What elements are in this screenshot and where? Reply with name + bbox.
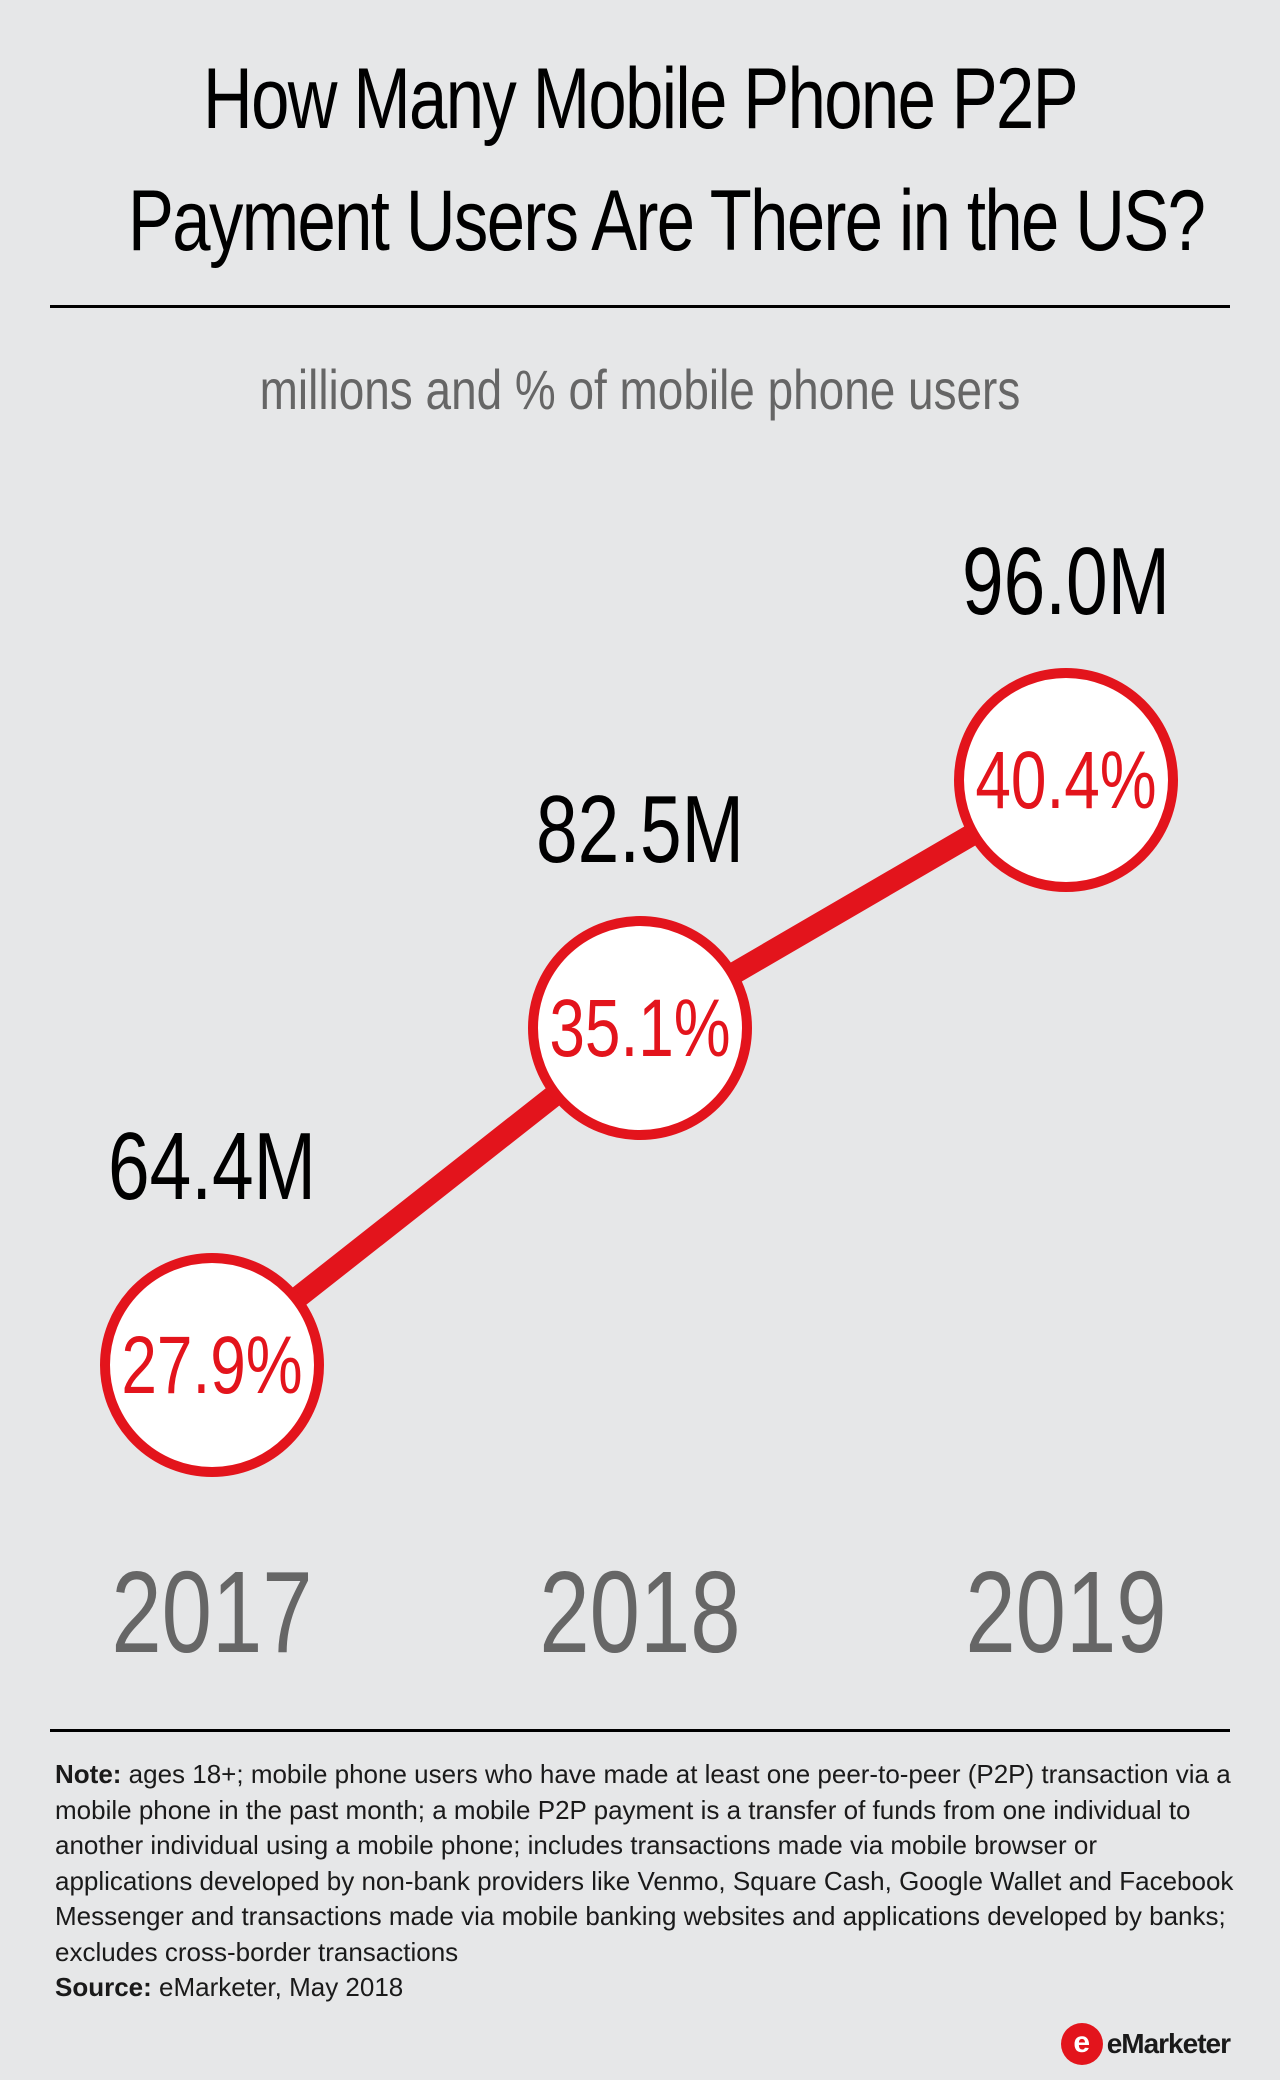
- note-divider: [50, 1729, 1230, 1732]
- data-point-2017: [100, 1253, 324, 1477]
- pct-label-2018: 35.1%: [549, 981, 730, 1074]
- source-text: eMarketer, May 2018: [151, 1972, 404, 2002]
- chart-title-line-2: Payment Users Are There in the US?: [128, 173, 1206, 269]
- note-text: ages 18+; mobile phone users who have ma…: [55, 1759, 1234, 1967]
- source-label: Source:: [55, 1972, 152, 2002]
- chart-title: How Many Mobile Phone P2P Payment Users …: [128, 38, 1206, 282]
- data-point-2019: [954, 668, 1178, 892]
- count-label-2018: 82.5M: [536, 776, 744, 883]
- chart-title-line-1: How Many Mobile Phone P2P: [203, 51, 1079, 147]
- chart-subtitle: millions and % of mobile phone users: [259, 358, 1021, 421]
- emarketer-logo-text: eMarketer: [1106, 2028, 1231, 2059]
- count-label-2017: 64.4M: [108, 1113, 316, 1220]
- count-label-2019: 96.0M: [962, 528, 1170, 635]
- data-point-2018: [528, 916, 752, 1141]
- chart-note: Note: ages 18+; mobile phone users who h…: [55, 1757, 1240, 2006]
- emarketer-logo-icon: e: [1060, 2023, 1103, 2065]
- pct-label-2017: 27.9%: [121, 1318, 302, 1411]
- line-chart: 27.9% 64.4M 2017 35.1% 82.5M 2018 40.4% 96.0M 20…: [100, 528, 1178, 1678]
- note-label: Note:: [55, 1759, 122, 1789]
- emarketer-logo: e eMarketer: [1060, 2022, 1231, 2066]
- year-label-2019: 2019: [965, 1548, 1166, 1677]
- pct-label-2019: 40.4%: [975, 733, 1156, 826]
- year-label-2018: 2018: [539, 1548, 740, 1677]
- year-label-2017: 2017: [111, 1548, 312, 1677]
- title-divider: [50, 305, 1230, 308]
